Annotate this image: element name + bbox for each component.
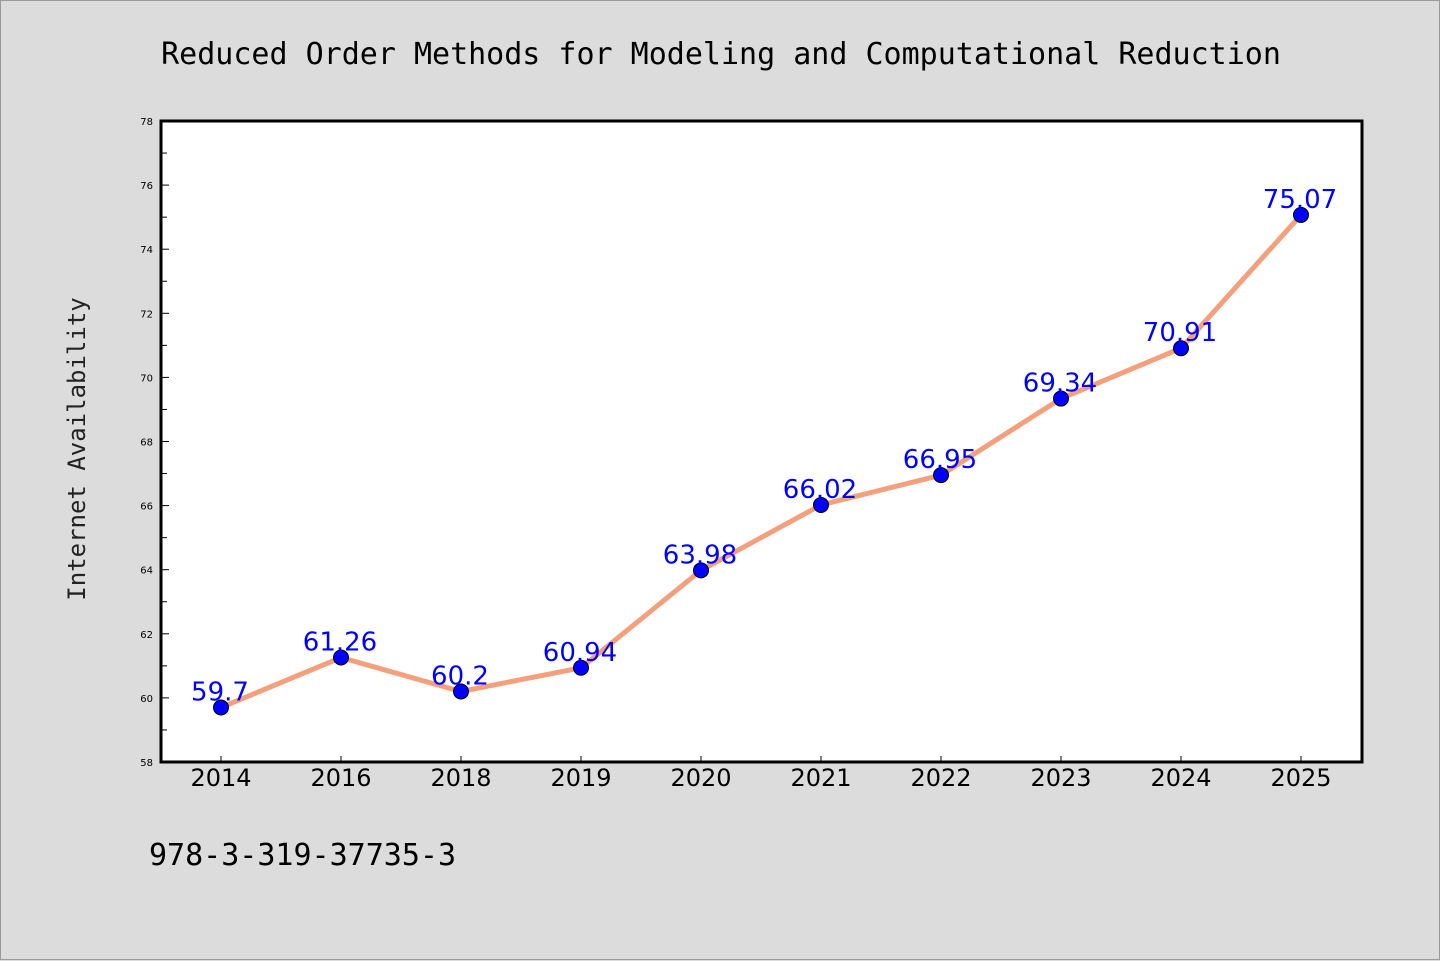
isbn-annotation: 978-3-319-37735-3 xyxy=(149,838,456,873)
x-tick-label: 2016 xyxy=(310,764,371,792)
y-tick-label: 64 xyxy=(140,566,153,577)
y-tick-label: 60 xyxy=(140,694,153,705)
x-tick-label: 2025 xyxy=(1270,764,1331,792)
x-tick-label: 2024 xyxy=(1150,764,1211,792)
data-value-label: 70.91 xyxy=(1143,318,1217,348)
data-value-label: 75.07 xyxy=(1263,185,1337,215)
y-tick-label: 66 xyxy=(140,502,153,513)
y-tick-label: 70 xyxy=(140,373,153,384)
data-value-label: 60.2 xyxy=(431,661,489,691)
data-value-label: 63.98 xyxy=(663,540,737,570)
y-tick-label: 68 xyxy=(140,438,153,449)
y-tick-label: 78 xyxy=(140,117,153,128)
data-markers xyxy=(213,206,1309,716)
data-point-marker xyxy=(573,659,589,676)
data-point-marker xyxy=(1173,340,1189,357)
x-tick-label: 2021 xyxy=(790,764,851,792)
x-tick-label: 2023 xyxy=(1030,764,1091,792)
x-tick-label: 2014 xyxy=(190,764,251,792)
x-axis-ticks: 2014 2016 2018 2019 2020 2021 2022 2023 2024 2025 xyxy=(190,756,1332,792)
data-value-label: 61.26 xyxy=(303,628,377,658)
y-tick-label: 76 xyxy=(140,181,153,192)
chart-title: Reduced Order Methods for Modeling and C… xyxy=(161,37,1281,72)
data-point-marker xyxy=(213,699,229,716)
data-value-label: 59.7 xyxy=(191,678,249,708)
data-point-marker xyxy=(1053,390,1069,407)
data-point-marker xyxy=(693,562,709,579)
data-value-label: 60.94 xyxy=(543,638,617,668)
data-point-marker xyxy=(933,467,949,484)
y-tick-label: 74 xyxy=(140,245,153,256)
data-value-label: 66.95 xyxy=(903,445,977,475)
series-line-group xyxy=(218,212,1304,711)
x-tick-label: 2018 xyxy=(430,764,491,792)
data-labels: 59.7 61.26 60.2 60.94 63.98 66.02 66.95 69.34 70… xyxy=(191,185,1337,708)
data-value-label: 69.34 xyxy=(1023,369,1097,399)
x-tick-label: 2022 xyxy=(910,764,971,792)
plot-area xyxy=(161,121,1362,762)
x-tick-label: 2020 xyxy=(670,764,731,792)
data-point-marker xyxy=(453,683,469,700)
y-tick-label: 62 xyxy=(140,630,153,641)
x-tick-label: 2019 xyxy=(550,764,611,792)
data-value-label: 66.02 xyxy=(783,475,857,505)
data-point-marker xyxy=(1293,206,1309,223)
y-tick-label: 72 xyxy=(140,309,153,320)
series-line xyxy=(218,212,1304,711)
plot-border xyxy=(159,119,1364,764)
y-axis-ticks: 58 60 62 64 66 68 70 72 74 76 78 xyxy=(140,117,169,769)
y-tick-label: 58 xyxy=(140,758,153,769)
data-point-marker xyxy=(813,496,829,513)
y-axis-label: Internet Availability xyxy=(63,297,91,600)
data-point-marker xyxy=(333,649,349,666)
